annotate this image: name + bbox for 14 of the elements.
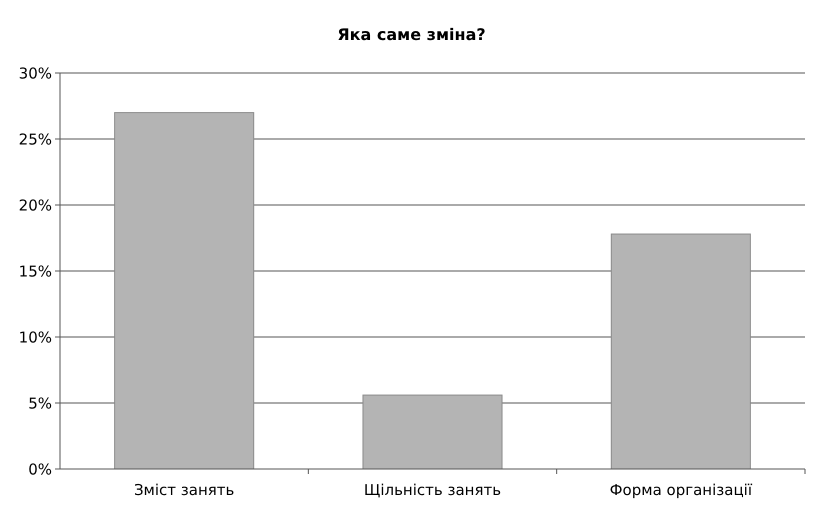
- y-tick-label: 5%: [28, 394, 52, 412]
- y-tick-label: 10%: [18, 328, 52, 346]
- x-tick-label: Щільність занять: [364, 481, 502, 499]
- bar: [114, 112, 254, 470]
- y-tick-label: 30%: [18, 64, 52, 82]
- bar: [362, 394, 503, 470]
- x-tick-label: Зміст занять: [134, 481, 234, 499]
- y-tick-label: 0%: [28, 460, 52, 478]
- y-tick-label: 20%: [18, 196, 52, 214]
- y-tick-label: 25%: [18, 130, 52, 148]
- x-tick-label: Форма організації: [610, 481, 753, 499]
- chart-title: Яка саме зміна?: [337, 25, 486, 44]
- bar: [610, 234, 751, 470]
- y-tick-label: 15%: [18, 262, 52, 280]
